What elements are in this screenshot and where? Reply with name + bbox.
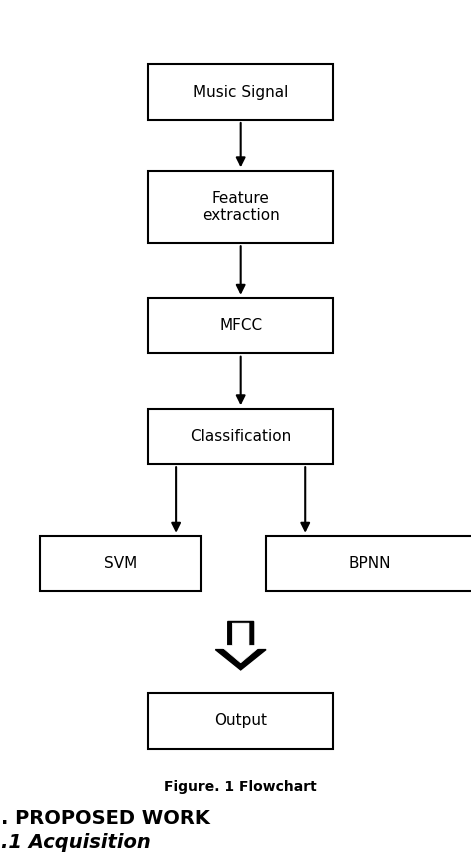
Text: . PROPOSED WORK: . PROPOSED WORK bbox=[1, 809, 210, 828]
Text: .1 Acquisition: .1 Acquisition bbox=[1, 833, 151, 852]
FancyBboxPatch shape bbox=[148, 693, 333, 748]
Text: SVM: SVM bbox=[104, 556, 137, 571]
FancyBboxPatch shape bbox=[266, 536, 474, 591]
Text: Feature
extraction: Feature extraction bbox=[202, 190, 280, 223]
Text: BPNN: BPNN bbox=[348, 556, 391, 571]
FancyBboxPatch shape bbox=[148, 298, 333, 353]
FancyBboxPatch shape bbox=[148, 409, 333, 464]
Text: MFCC: MFCC bbox=[219, 318, 262, 333]
Polygon shape bbox=[220, 623, 262, 662]
FancyBboxPatch shape bbox=[40, 536, 201, 591]
Text: Music Signal: Music Signal bbox=[193, 85, 288, 99]
Text: Figure. 1 Flowchart: Figure. 1 Flowchart bbox=[164, 780, 317, 794]
Text: Output: Output bbox=[214, 713, 267, 728]
FancyBboxPatch shape bbox=[148, 64, 333, 120]
FancyBboxPatch shape bbox=[148, 171, 333, 243]
Polygon shape bbox=[215, 621, 266, 670]
Text: Classification: Classification bbox=[190, 428, 292, 444]
